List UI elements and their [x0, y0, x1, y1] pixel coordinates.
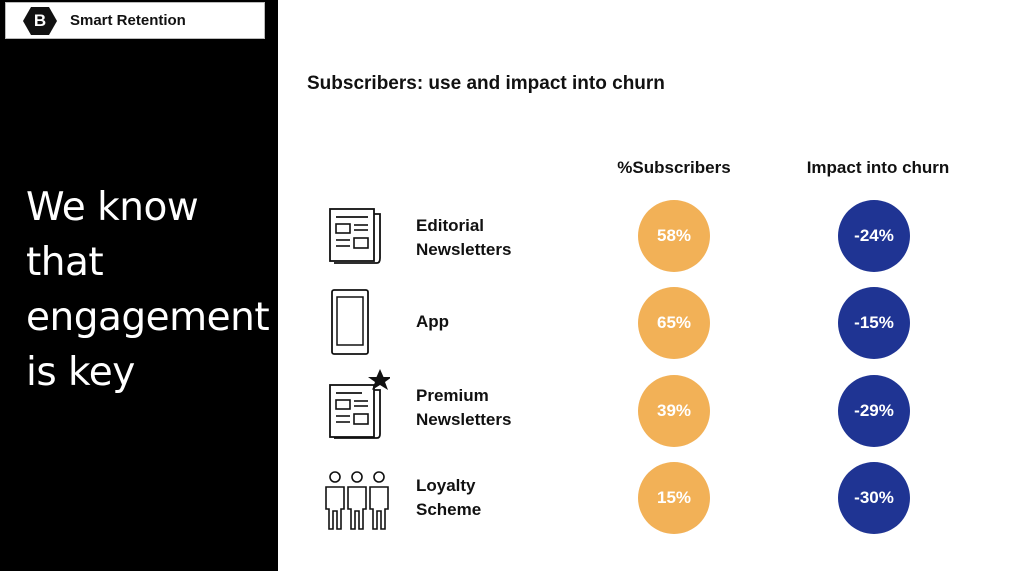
subscribers-bubble: 65% [638, 287, 710, 359]
people-group-icon [325, 471, 389, 530]
brand-logo: B [22, 6, 58, 36]
smartphone-icon [331, 289, 369, 355]
brand-name: Smart Retention [70, 12, 186, 29]
row-label-premium-newsletters: Premium Newsletters [416, 386, 512, 429]
row-label-app: App [416, 312, 450, 331]
hexagon-logo-icon [23, 6, 57, 35]
churn-bubble: -30% [838, 462, 910, 534]
premium-newspaper-icon [329, 369, 390, 439]
churn-column-header: Impact into churn [806, 158, 950, 177]
churn-bubble: -29% [838, 375, 910, 447]
churn-bubble: -15% [838, 287, 910, 359]
left-panel: B Smart Retention We know that engagemen… [0, 0, 278, 571]
brand-bar: B Smart Retention [5, 2, 265, 39]
churn-bubble: -24% [838, 200, 910, 272]
headline: We know that engagement is key [26, 185, 270, 395]
subscribers-bubble: 58% [638, 200, 710, 272]
row-label-loyalty-scheme: Loyalty Scheme [416, 476, 482, 519]
subscribers-bubble: 39% [638, 375, 710, 447]
newspaper-icon [329, 208, 381, 264]
subscribers-bubble: 15% [638, 462, 710, 534]
slide-title: Subscribers: use and impact into churn [307, 73, 665, 94]
brand-logo-letter: B [33, 10, 47, 30]
row-label-editorial-newsletters: Editorial Newsletters [416, 216, 512, 259]
subscribers-column-header: %Subscribers [617, 158, 731, 177]
